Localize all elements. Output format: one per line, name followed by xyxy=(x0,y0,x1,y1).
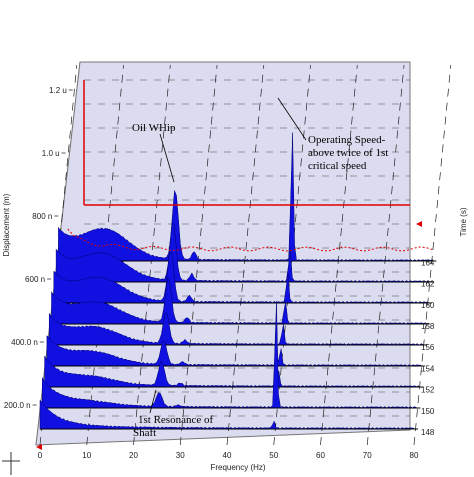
red-time-marker xyxy=(416,221,422,227)
spectrum-trace-154 xyxy=(46,335,422,367)
spectrum-trace-164 xyxy=(58,132,433,262)
time-tick-label: 152 xyxy=(421,386,435,395)
spectrum-trace-150 xyxy=(42,301,417,409)
y-tick-label: 600 n xyxy=(25,275,45,284)
spectrum-trace-148 xyxy=(39,399,415,430)
y-axis-ticks: 200.0 n 400.0 n 600 n 800 n 1.0 u 1.2 u xyxy=(4,86,73,410)
spectrum-trace-160 xyxy=(53,249,429,304)
grid-line-x xyxy=(226,64,265,446)
y-tick-label: 1.2 u xyxy=(49,86,67,95)
x-tick-label: 20 xyxy=(129,451,138,460)
x-axis-label: Frequency (Hz) xyxy=(210,463,265,472)
resonance-leader xyxy=(149,389,157,414)
red-origin-marker xyxy=(36,444,42,450)
time-tick-label: 150 xyxy=(421,407,435,416)
x-tick-label: 80 xyxy=(410,451,419,460)
y-tick-label: 200.0 n xyxy=(4,401,31,410)
x-tick-label: 0 xyxy=(38,451,43,460)
time-tick-label: 148 xyxy=(421,428,435,437)
x-axis-ticks: 0 10 20 30 40 50 60 70 80 xyxy=(38,451,419,460)
time-tick-label: 162 xyxy=(421,280,435,289)
spectrum-trace-152 xyxy=(44,355,419,388)
grid-line-x xyxy=(179,64,218,446)
y-axis-label: Displacement (m) xyxy=(2,193,11,256)
z-axis-label: Time (s) xyxy=(459,207,468,236)
spectrum-trace-162 xyxy=(55,221,431,283)
x-tick-label: 60 xyxy=(316,451,325,460)
x-tick-label: 50 xyxy=(269,451,278,460)
x-tick-label: 30 xyxy=(176,451,185,460)
grid-line-x xyxy=(133,64,171,446)
time-tick-label: 158 xyxy=(421,322,435,331)
annotation-operating-speed: Operating Speed-above twice of 1st critic… xyxy=(308,134,388,172)
time-tick-label: 154 xyxy=(421,364,435,373)
grid-line-x xyxy=(413,64,452,446)
operating-speed-leader xyxy=(277,97,307,141)
oil-whip-leader xyxy=(159,133,175,183)
y-tick-label: 1.0 u xyxy=(42,149,60,158)
spectrum-trace-158 xyxy=(51,276,426,325)
x-tick-label: 40 xyxy=(223,451,232,460)
x-tick-label: 70 xyxy=(363,451,372,460)
spectrum-trace-156 xyxy=(48,312,424,346)
time-tick-label: 160 xyxy=(421,301,435,310)
traces xyxy=(39,132,437,430)
time-tick-label: 164 xyxy=(421,258,435,267)
x-tick-label: 10 xyxy=(82,451,91,460)
time-axis-ticks: 148 150 152 154 156 158 160 162 164 xyxy=(421,258,435,437)
y-tick-label: 800 n xyxy=(32,212,52,221)
time-tick-label: 156 xyxy=(421,343,435,352)
grid-line-x xyxy=(320,64,358,446)
annotation-resonance: 1st Resonance of Shaft xyxy=(133,414,213,439)
y-tick-label: 400.0 n xyxy=(11,338,38,347)
annotation-oil-whip: Oil WHip xyxy=(132,122,176,134)
grid-line-x xyxy=(366,64,405,446)
